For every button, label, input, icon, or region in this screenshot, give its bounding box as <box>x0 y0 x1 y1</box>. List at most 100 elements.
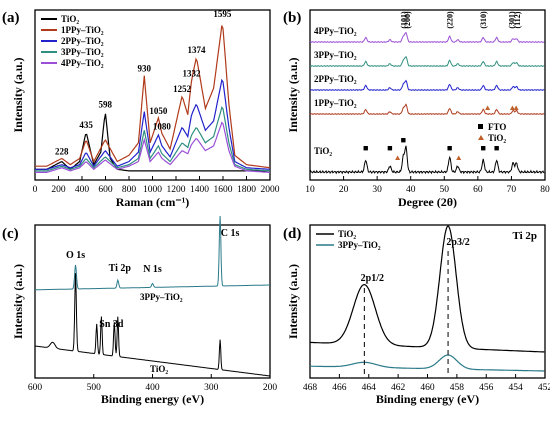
peak-annotation: O 1s <box>66 250 85 261</box>
tio2-marker <box>509 105 515 110</box>
x-tick-label: 50 <box>440 185 450 195</box>
x-tick-label: 1200 <box>167 185 186 195</box>
hkl-label: (101) <box>399 11 408 29</box>
x-axis-label: Binding energy (eV) <box>376 392 479 406</box>
peak-annotation: 1332 <box>183 68 202 78</box>
hkl-label: (200) <box>403 11 412 29</box>
series-label: TiO₂ <box>314 146 332 156</box>
x-tick-label: 454 <box>509 383 524 393</box>
series-line <box>34 273 271 377</box>
x-tick-label: 1800 <box>237 185 256 195</box>
legend-entry: 3PPy–TiO₂ <box>61 47 104 57</box>
tio2-marker <box>485 105 491 110</box>
x-tick-label: 20 <box>339 185 349 195</box>
y-axis-label: Intensity (a.u.) <box>11 264 25 339</box>
legend-entry: TiO₂ <box>488 133 506 143</box>
series-line <box>309 145 545 175</box>
legend-entry: 4PPy–TiO₂ <box>61 58 104 68</box>
panel-label: (c) <box>2 226 19 242</box>
series-line <box>35 215 270 291</box>
series-line <box>310 31 545 44</box>
x-tick-label: 464 <box>362 383 377 393</box>
y-axis-label: Intensity (a.u.) <box>286 264 300 339</box>
legend-entry: 3PPy–TiO₂ <box>338 240 381 250</box>
fto-marker <box>447 146 452 151</box>
series-label: 3PPy–TiO₂ <box>140 292 183 302</box>
fto-marker <box>387 146 393 151</box>
panel-label: (a) <box>2 10 20 26</box>
hkl-label: (112) <box>513 11 522 28</box>
panel-label: (b) <box>283 10 301 26</box>
series-line <box>35 78 271 170</box>
fto-marker <box>363 146 368 151</box>
x-tick-label: 0 <box>33 185 38 195</box>
x-tick-label: 60 <box>473 185 483 195</box>
fto-marker <box>494 146 499 151</box>
peak-annotation: 1050 <box>149 106 168 116</box>
fto-marker <box>401 138 406 143</box>
x-tick-label: 30 <box>372 185 382 195</box>
series-line <box>35 106 271 172</box>
panel-label: (d) <box>283 226 301 242</box>
peak-annotation: Ti 2p <box>109 263 132 274</box>
legend-marker-triangle <box>478 135 484 140</box>
series-label: 4PPy–TiO₂ <box>314 26 357 36</box>
x-tick-label: 468 <box>303 383 318 393</box>
peak-annotation: 1595 <box>213 9 232 19</box>
series-line <box>35 25 271 169</box>
x-axis-label: Degree (2θ) <box>398 195 457 209</box>
x-tick-label: 10 <box>305 185 315 195</box>
panel-d-ti2p: 468 466 464 462 460 458 456 454 452 Binding energ… <box>283 224 550 406</box>
hkl-label: (310) <box>479 11 488 29</box>
x-tick-label: 456 <box>479 383 494 393</box>
peak-annotation: 930 <box>138 64 152 74</box>
x-tick-label: 200 <box>51 185 66 195</box>
x-tick-label: 452 <box>538 383 550 393</box>
series-line <box>35 121 270 173</box>
legend-entry: TiO₂ <box>61 14 79 24</box>
legend-entry: TiO₂ <box>338 229 356 239</box>
x-tick-label: 400 <box>145 383 160 393</box>
x-tick-label: 300 <box>204 383 219 393</box>
x-axis-label: Raman (cm⁻¹) <box>116 195 190 209</box>
series-label: 1PPy–TiO₂ <box>314 98 357 108</box>
x-tick-label: 600 <box>98 185 113 195</box>
peak-annotation: 435 <box>79 120 93 130</box>
peak-annotation: Sn 3d <box>99 319 124 330</box>
fto-marker <box>481 146 486 151</box>
series-line <box>310 55 545 68</box>
peak-annotation: 598 <box>99 100 113 110</box>
series-line <box>310 225 545 353</box>
series-line <box>310 354 545 372</box>
series-line <box>309 79 545 92</box>
x-axis-label: Binding energy (eV) <box>101 392 204 406</box>
x-tick-label: 1600 <box>214 185 233 195</box>
x-tick-label: 458 <box>450 383 465 393</box>
x-tick-label: 500 <box>87 383 102 393</box>
panel-c-xps-survey: 600 500 400 300 200 Binding energy (eV) Intens… <box>2 215 277 406</box>
peak-annotation: 1374 <box>187 45 206 55</box>
peak-annotation: 228 <box>55 146 69 156</box>
panel-a-raman: 0 200 400 600 800 1000 1200 1400 1600 1800 2000 Ram… <box>2 9 280 209</box>
chart-title: Ti 2p <box>512 230 537 242</box>
series-label: 2PPy–TiO₂ <box>314 74 357 84</box>
x-tick-label: 400 <box>75 185 90 195</box>
x-tick-label: 466 <box>332 383 347 393</box>
peak-label: 2p1/2 <box>361 273 384 284</box>
x-tick-label: 462 <box>391 383 406 393</box>
peak-label: 2p3/2 <box>446 237 469 248</box>
panel-b-xrd: 10 20 30 40 50 60 70 80 Degree (2θ) Intensity (a.… <box>283 9 550 209</box>
hkl-label: (220) <box>446 11 455 29</box>
x-tick-label: 70 <box>507 185 517 195</box>
peak-annotation: C 1s <box>221 228 240 239</box>
legend-entry: 1PPy–TiO₂ <box>61 25 104 35</box>
peak-annotation: N 1s <box>143 264 162 275</box>
y-axis-label: Intensity (a.u.) <box>286 57 300 132</box>
legend-marker-square <box>478 124 483 129</box>
peak-annotation: 1080 <box>153 121 172 131</box>
y-axis-label: Intensity (a.u.) <box>11 57 25 132</box>
x-tick-label: 1000 <box>143 185 162 195</box>
x-tick-label: 460 <box>420 383 435 393</box>
x-tick-label: 1400 <box>190 185 209 195</box>
